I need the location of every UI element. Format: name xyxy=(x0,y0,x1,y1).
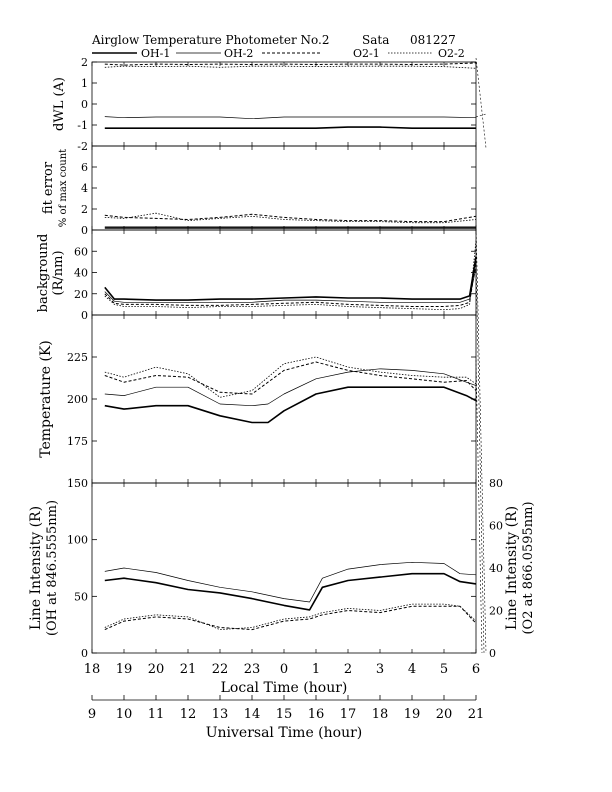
ut-tick-label: 16 xyxy=(308,707,325,722)
background-ytick-label: 40 xyxy=(74,267,88,280)
ut-tick-label: 10 xyxy=(116,707,133,722)
local-time-tick-label: 5 xyxy=(440,662,448,677)
edge-connector xyxy=(475,359,483,654)
ylabel2-background: (R/nm) xyxy=(51,250,66,295)
legend-label-oh1: OH-1 xyxy=(141,47,170,60)
edge-connector xyxy=(475,113,487,118)
line_intensity-y2tick-label: 60 xyxy=(489,520,503,533)
station-name: Sata xyxy=(362,33,389,47)
local-time-tick-label: 0 xyxy=(280,662,288,677)
legend: OH-1 OH-2 O2-1 O2-2 xyxy=(92,47,465,60)
fit_error-ytick-label: 6 xyxy=(81,161,88,174)
line_intensity-ytick-label: 0 xyxy=(81,647,88,660)
dwl-series-o22 xyxy=(104,65,477,69)
local-time-tick-label: 3 xyxy=(376,662,384,677)
edge-connector xyxy=(475,57,487,149)
date-label: 081227 xyxy=(410,33,456,47)
ut-tick-label: 18 xyxy=(372,707,389,722)
ut-tick-label: 9 xyxy=(88,707,96,722)
xlabel-local-time: Local Time (hour) xyxy=(221,680,348,696)
local-time-tick-label: 18 xyxy=(84,662,101,677)
line_intensity-series-o21 xyxy=(104,605,477,631)
temperature-series-o22 xyxy=(104,356,477,398)
background-series-oh1 xyxy=(104,256,477,301)
panel-frame-dwl xyxy=(91,61,477,147)
background-series-o21 xyxy=(104,261,477,307)
line_intensity-ytick-label: 150 xyxy=(67,477,88,490)
line_intensity-ytick-label: 50 xyxy=(74,590,88,603)
dwl-ytick-label: 2 xyxy=(81,56,88,69)
ut-tick-label: 12 xyxy=(180,707,197,722)
fit_error-ytick-label: 4 xyxy=(81,182,88,195)
ylabel-fit-error: fit error xyxy=(41,161,56,214)
temperature-ytick-label: 175 xyxy=(67,435,88,448)
ylabel2-fit-error: % of max count xyxy=(58,149,69,227)
ylabel-line-intensity: Line Intensity (R) xyxy=(28,506,44,630)
temperature-series-oh1 xyxy=(104,386,477,424)
figure-title: Airglow Temperature Photometer No.2 xyxy=(91,33,330,47)
panel-frame-temperature xyxy=(91,314,477,484)
local-time-tick-label: 23 xyxy=(244,662,261,677)
ylabel-background: background xyxy=(36,234,51,313)
fit_error-ytick-label: 0 xyxy=(81,224,88,237)
line_intensity-y2tick-label: 20 xyxy=(489,605,503,618)
legend-label-o21: O2-1 xyxy=(353,47,380,60)
background-series-o22 xyxy=(104,240,477,311)
line_intensity-y2tick-label: 0 xyxy=(489,647,496,660)
temperature-ytick-label: 200 xyxy=(67,393,88,406)
dwl-series-oh2 xyxy=(104,116,477,120)
ut-tick-label: 15 xyxy=(276,707,293,722)
fit_error-series-o21 xyxy=(104,213,477,223)
dwl-series-o21 xyxy=(104,62,477,66)
ut-tick-label: 21 xyxy=(468,707,485,722)
line_intensity-series-o22 xyxy=(104,603,477,630)
ut-tick-label: 17 xyxy=(340,707,357,722)
ylabel2-line-intensity: (OH at 846.5555nm) xyxy=(45,500,60,636)
ut-tick-label: 19 xyxy=(404,707,421,722)
dwl-ytick-label: 1 xyxy=(81,77,88,90)
local-time-tick-label: 6 xyxy=(472,662,480,677)
line_intensity-ytick-label: 100 xyxy=(67,534,88,547)
dwl-ytick-label: -2 xyxy=(77,140,88,153)
local-time-tick-label: 4 xyxy=(408,662,416,677)
background-ytick-label: 60 xyxy=(74,245,88,258)
temperature-ytick-label: 225 xyxy=(67,351,88,364)
xlabel-universal-time: Universal Time (hour) xyxy=(206,725,363,741)
local-time-tick-label: 1 xyxy=(312,662,320,677)
dwl-ytick-label: 0 xyxy=(81,98,88,111)
ut-tick-label: 20 xyxy=(436,707,453,722)
line_intensity-y2tick-label: 80 xyxy=(489,477,503,490)
local-time-tick-label: 19 xyxy=(116,662,133,677)
local-time-tick-label: 20 xyxy=(148,662,165,677)
line_intensity-y2tick-label: 40 xyxy=(489,562,503,575)
edge-connector xyxy=(475,254,485,654)
local-time-tick-label: 2 xyxy=(344,662,352,677)
fit_error-ytick-label: 2 xyxy=(81,203,88,216)
ut-tick-label: 13 xyxy=(212,707,229,722)
panel-frame-fit-error xyxy=(91,145,477,231)
line_intensity-series-oh2 xyxy=(104,561,477,603)
ut-tick-label: 14 xyxy=(244,707,261,722)
y2label-line-intensity: Line Intensity (R) xyxy=(504,506,520,630)
ut-tick-label: 11 xyxy=(148,707,165,722)
line_intensity-series-oh1 xyxy=(104,572,477,611)
local-time-tick-label: 21 xyxy=(180,662,197,677)
ylabel-temperature: Temperature (K) xyxy=(38,340,54,458)
local-time-tick-label: 22 xyxy=(212,662,229,677)
panel-frame-line-intensity xyxy=(91,482,477,654)
temperature-series-oh2 xyxy=(104,368,477,407)
y2label2-line-intensity: (O2 at 866.0595nm) xyxy=(521,501,536,634)
edge-connector xyxy=(475,224,487,654)
background-ytick-label: 0 xyxy=(81,309,88,322)
ylabel-dwl: dWL (A) xyxy=(52,77,67,131)
legend-label-o22: O2-2 xyxy=(438,47,465,60)
dwl-ytick-label: -1 xyxy=(77,119,88,132)
fit_error-series-o22 xyxy=(104,212,477,224)
legend-label-oh2: OH-2 xyxy=(224,47,253,60)
background-ytick-label: 20 xyxy=(74,288,88,301)
background-series-oh2 xyxy=(104,267,477,303)
temperature-series-o21 xyxy=(104,361,477,395)
dwl-series-oh1 xyxy=(104,126,476,129)
